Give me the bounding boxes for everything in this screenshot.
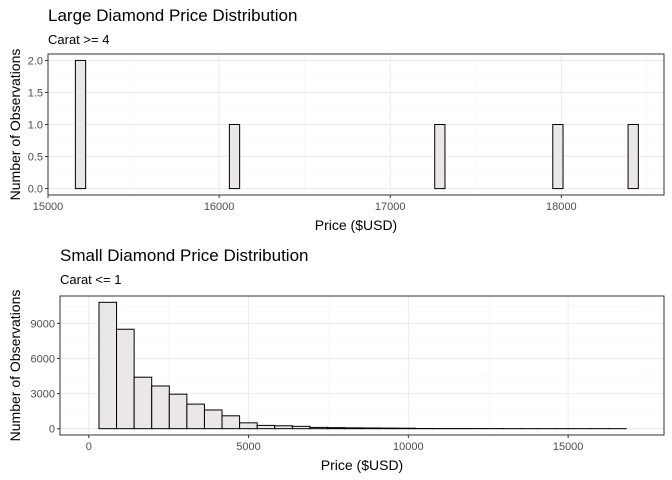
x-tick-label: 17000 <box>375 201 406 213</box>
y-tick-label: 0.5 <box>28 152 43 164</box>
panel-border <box>59 295 665 436</box>
histogram-bar <box>74 59 87 190</box>
x-tick-label: 18000 <box>546 201 577 213</box>
chart-title: Small Diamond Price Distribution <box>60 246 309 265</box>
histogram-bar <box>256 424 276 430</box>
histogram-bar <box>228 124 241 190</box>
panel-border <box>47 53 665 196</box>
x-axis-title: Price ($USD) <box>321 457 403 473</box>
chart-title: Large Diamond Price Distribution <box>48 6 298 25</box>
y-tick-label: 9000 <box>31 318 55 330</box>
y-tick-label: 6000 <box>31 353 55 365</box>
y-tick-label: 2.0 <box>28 55 43 67</box>
y-tick-label: 3000 <box>31 389 55 401</box>
histogram-bar <box>627 124 639 190</box>
histogram-bar <box>133 376 153 430</box>
histogram-bar <box>344 427 364 430</box>
y-axis-title: Number of Observations <box>7 49 23 201</box>
histogram-bar <box>98 301 118 430</box>
histogram-bar <box>274 425 293 430</box>
histogram-bar <box>434 124 446 190</box>
histogram-bar <box>151 385 170 430</box>
y-tick-label: 1.0 <box>28 120 43 132</box>
histogram-bar <box>379 427 399 430</box>
y-tick-label: 1.5 <box>28 87 43 99</box>
x-tick-label: 10000 <box>393 441 424 453</box>
y-tick-label: 0 <box>49 424 55 436</box>
large-diamond-plot: 15000 16000 17000 18000 0.0 0.5 1.0 1.5 2.0 Price… <box>7 49 665 233</box>
histogram-bar <box>326 427 346 430</box>
histogram-bar <box>362 427 381 430</box>
x-tick-label: 5000 <box>236 441 260 453</box>
histogram-bar <box>552 124 564 190</box>
chart-subtitle: Carat >= 4 <box>48 32 110 47</box>
histogram-bar <box>203 409 223 430</box>
chart-subtitle: Carat <= 1 <box>60 272 122 287</box>
x-tick-label: 0 <box>86 441 92 453</box>
histogram-bar <box>186 403 205 430</box>
y-axis-title: Number of Observations <box>7 290 23 442</box>
histogram-bar <box>309 426 328 430</box>
small-diamond-plot: 0 5000 10000 15000 0 3000 6000 9000 Price ($USD)… <box>7 290 665 473</box>
histogram-bar <box>116 328 135 430</box>
histogram-bar <box>291 425 311 430</box>
histogram-bar <box>221 415 241 430</box>
x-axis-title: Price ($USD) <box>315 217 397 233</box>
small-diamond-chart: Small Diamond Price Distribution Carat <… <box>0 240 672 480</box>
histogram-bar <box>239 422 258 430</box>
x-tick-label: 16000 <box>204 201 235 213</box>
y-tick-label: 0.0 <box>28 184 43 196</box>
x-tick-label: 15000 <box>553 441 584 453</box>
histogram-bar <box>168 393 188 430</box>
x-tick-label: 15000 <box>33 201 64 213</box>
large-diamond-chart: Large Diamond Price Distribution Carat >… <box>7 6 665 233</box>
